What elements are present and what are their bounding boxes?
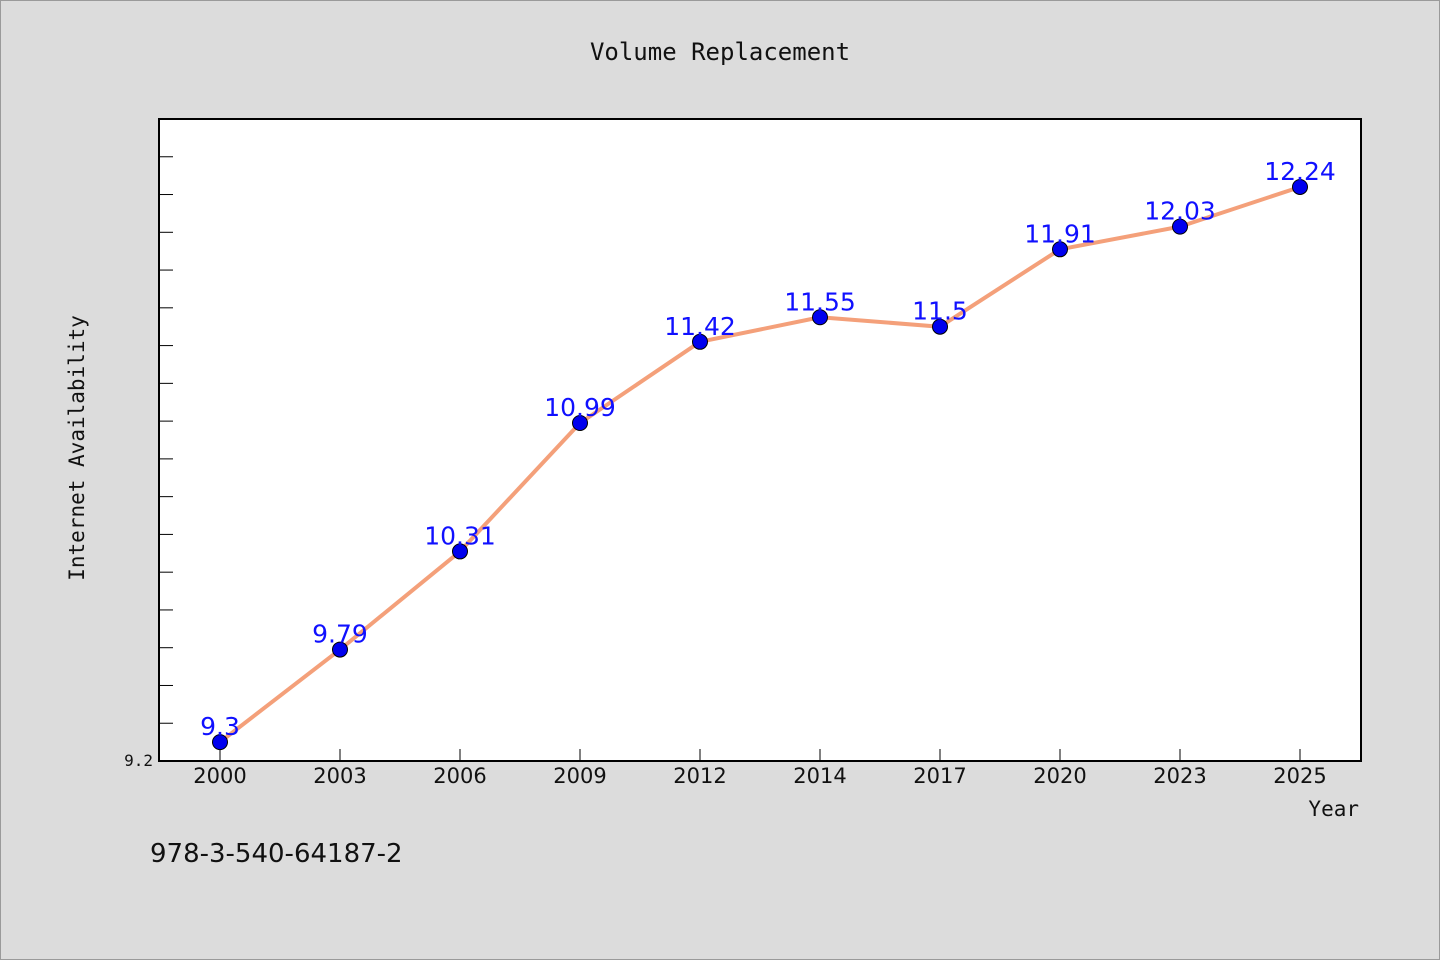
isbn-text: 978-3-540-64187-2 xyxy=(150,839,403,869)
x-tick-label: 2020 xyxy=(1033,764,1086,788)
data-label: 12.03 xyxy=(1144,197,1216,226)
data-point xyxy=(572,415,588,432)
x-tick-label: 2017 xyxy=(913,764,966,788)
data-point xyxy=(1292,178,1308,195)
x-tick-label: 2012 xyxy=(673,764,726,788)
data-label: 11.5 xyxy=(912,297,968,326)
data-label: 10.31 xyxy=(424,521,496,550)
data-label: 11.91 xyxy=(1024,219,1096,248)
x-tick-label: 2003 xyxy=(313,764,366,788)
x-tick-label: 2014 xyxy=(793,764,846,788)
plot-area xyxy=(158,118,1362,762)
x-axis-title: Year xyxy=(1308,797,1359,821)
series-group: 9.3 9.79 10.31 10.99 11.42 11.55 11.5 11.91 12.0… xyxy=(200,157,1336,751)
data-label: 9.3 xyxy=(200,712,240,741)
data-point xyxy=(212,734,228,751)
data-label: 11.55 xyxy=(784,287,856,316)
data-label: 12.24 xyxy=(1264,157,1336,186)
data-label: 10.99 xyxy=(544,393,616,422)
y-axis-title: Internet Availability xyxy=(65,315,89,581)
data-point xyxy=(812,309,828,326)
data-point xyxy=(1172,218,1188,235)
x-tick-label: 2009 xyxy=(553,764,606,788)
x-tick-label: 2000 xyxy=(193,764,246,788)
x-tick-label: 2006 xyxy=(433,764,486,788)
x-tick-label: 2023 xyxy=(1153,764,1206,788)
data-point xyxy=(692,333,708,350)
data-label: 9.79 xyxy=(312,620,368,649)
y-axis-ticks xyxy=(159,118,173,724)
data-point xyxy=(932,318,948,335)
data-point xyxy=(332,641,348,658)
data-point xyxy=(452,543,468,560)
x-tick-label: 2025 xyxy=(1273,764,1326,788)
chart-title: Volume Replacement xyxy=(590,38,850,66)
x-axis-ticks: 2000 2003 2006 2009 2012 2014 2017 2020 2023 2025 xyxy=(193,749,1327,788)
series-line xyxy=(218,185,1301,744)
y-axis-min-label: 9.2 xyxy=(124,751,153,770)
data-label: 11.42 xyxy=(664,312,736,341)
data-point xyxy=(1052,241,1068,258)
